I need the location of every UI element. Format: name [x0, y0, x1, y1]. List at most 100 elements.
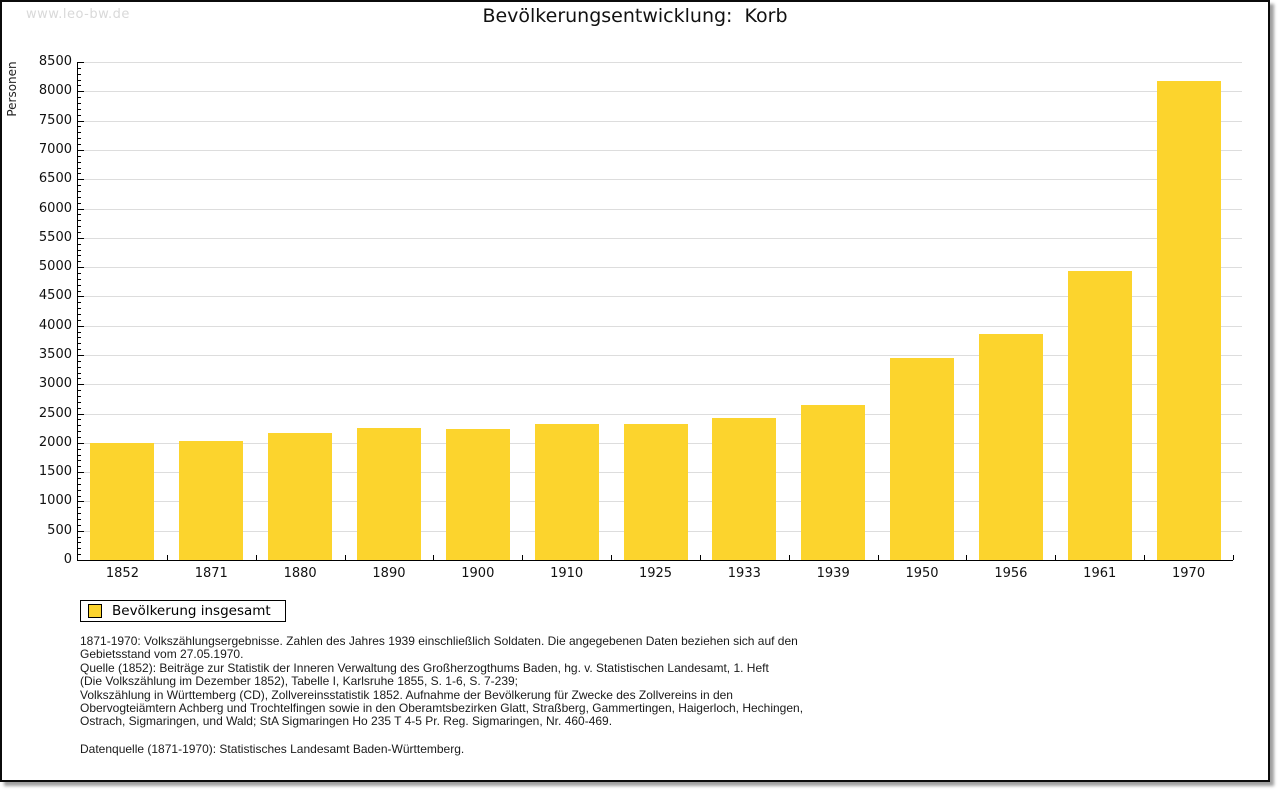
x-axis-tick — [522, 555, 524, 560]
y-axis-tick — [78, 91, 84, 93]
y-axis-tick — [78, 249, 81, 251]
y-axis-tick — [78, 155, 81, 157]
bar-1956 — [978, 334, 1043, 560]
y-axis-tick — [78, 524, 81, 526]
y-axis-tick — [78, 472, 84, 474]
y-axis-tick — [78, 267, 84, 269]
y-axis-tick — [78, 313, 81, 315]
y-axis-tick — [78, 384, 84, 386]
x-tick-label: 1939 — [816, 566, 850, 581]
y-axis-tick — [78, 173, 81, 175]
y-tick-label: 7500 — [38, 112, 72, 128]
y-axis-tick — [78, 79, 81, 81]
y-axis-tick — [78, 196, 81, 198]
x-tick-label: 1925 — [638, 566, 673, 581]
y-tick-label: 6000 — [38, 200, 72, 216]
y-axis-tick — [78, 513, 81, 515]
y-axis-tick — [78, 396, 81, 397]
y-tick-label: 8500 — [38, 54, 72, 69]
y-axis-title: Personen — [5, 61, 19, 117]
y-axis-tick — [78, 114, 81, 116]
bar-1890 — [356, 428, 421, 560]
y-axis-tick — [78, 507, 81, 509]
y-axis-tick — [78, 296, 84, 298]
y-tick-label: 1500 — [38, 464, 72, 480]
y-axis-tick — [78, 442, 84, 444]
y-axis-tick — [78, 120, 84, 122]
gridline — [79, 208, 1242, 210]
y-axis-tick — [78, 483, 81, 485]
x-axis-tick — [344, 555, 346, 560]
y-axis-tick — [78, 85, 81, 87]
y-tick-label: 7000 — [38, 141, 72, 157]
y-axis-tick — [78, 108, 81, 110]
y-axis-tick — [78, 278, 81, 280]
y-axis-tick — [78, 132, 81, 134]
y-tick-label: 4000 — [38, 317, 72, 333]
y-axis-tick — [78, 243, 81, 245]
y-axis-tick — [78, 161, 81, 163]
gridline — [79, 120, 1242, 122]
x-axis-tick — [1233, 555, 1234, 560]
y-axis-tick — [78, 554, 81, 556]
y-axis-tick — [78, 149, 84, 151]
x-axis-tick — [966, 555, 968, 560]
footnotes: 1871-1970: Volkszählungsergebnisse. Zahl… — [80, 634, 804, 729]
y-axis-tick — [78, 460, 81, 462]
y-axis-tick — [78, 302, 81, 304]
y-axis-tick — [78, 308, 81, 310]
y-axis-tick — [78, 413, 84, 415]
bar-1970 — [1156, 80, 1221, 560]
y-tick-label: 5000 — [38, 259, 72, 275]
y-axis-tick — [78, 360, 81, 362]
y-axis-tick — [78, 261, 81, 263]
gridline — [79, 267, 1242, 269]
y-axis-tick — [78, 337, 81, 339]
y-axis-tick — [78, 478, 81, 479]
y-axis-tick — [78, 319, 81, 321]
x-tick-label: 1890 — [372, 566, 406, 581]
legend-label: Bevölkerung insgesamt — [112, 603, 271, 619]
y-axis-tick — [78, 103, 81, 104]
gridline — [79, 62, 1242, 63]
plot-area: 0 500 1000 1500 2000 2500 3000 3500 4000 4500 5000… — [39, 55, 1242, 581]
bar-1961 — [1067, 271, 1132, 560]
y-tick-label: 2000 — [38, 434, 72, 450]
bar-1950 — [890, 357, 955, 560]
x-axis-tick — [788, 555, 790, 560]
y-axis-tick — [78, 437, 81, 438]
bar-1939 — [801, 404, 866, 560]
gridline — [79, 325, 1242, 327]
y-axis-tick — [78, 126, 81, 128]
y-axis-tick — [78, 167, 81, 169]
gridline — [79, 354, 1242, 356]
x-tick-label: 1871 — [194, 566, 228, 581]
x-axis-tick — [877, 555, 879, 560]
gridline — [79, 91, 1242, 93]
x-axis-tick — [1144, 555, 1146, 560]
y-axis-tick — [78, 548, 81, 550]
y-axis-tick — [78, 448, 81, 450]
watermark: www.leo-bw.de — [26, 7, 130, 22]
y-tick-label: 0 — [63, 552, 72, 567]
y-axis-tick — [78, 530, 84, 532]
y-axis-tick — [78, 354, 84, 356]
y-tick-label: 4500 — [38, 288, 72, 304]
x-tick-label: 1852 — [105, 566, 139, 581]
x-axis-tick — [255, 555, 257, 560]
bar-1925 — [623, 424, 688, 560]
x-tick-label: 1970 — [1172, 566, 1206, 581]
y-axis-tick — [78, 349, 81, 351]
gridline — [79, 149, 1242, 151]
y-axis-tick — [78, 138, 81, 140]
y-axis-tick — [78, 226, 81, 227]
y-axis-tick — [78, 501, 84, 503]
y-tick-label: 5500 — [38, 229, 72, 245]
y-axis-tick — [78, 378, 81, 380]
x-tick-label: 1880 — [283, 566, 317, 581]
gridline — [79, 384, 1242, 386]
y-axis-tick — [78, 220, 81, 222]
y-tick-label: 1000 — [38, 493, 72, 509]
y-axis-tick — [78, 372, 81, 374]
